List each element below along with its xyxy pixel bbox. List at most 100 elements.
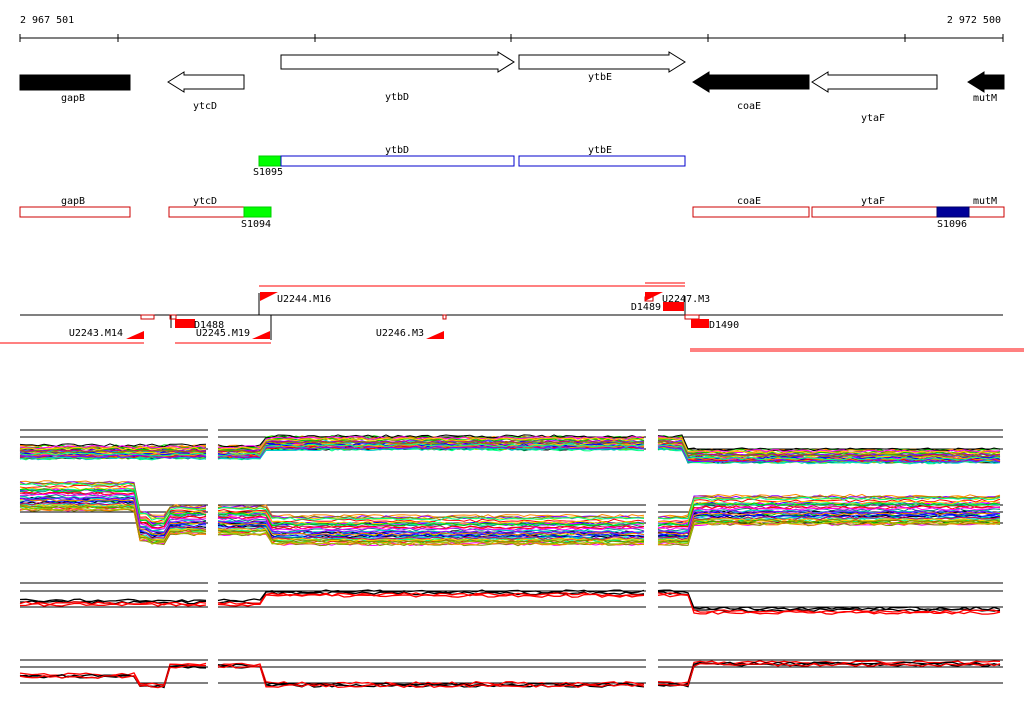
expression-trace (657, 434, 1001, 452)
downshift-marker (663, 302, 684, 311)
transcript-ytbE[interactable] (518, 155, 686, 167)
expression-trace (217, 523, 645, 538)
expression-trace (217, 434, 644, 448)
transcript-label-ytaF: ytaF (861, 196, 885, 207)
expression-trace (217, 515, 645, 530)
expression-trace (657, 506, 1001, 531)
gene-mutM[interactable]: mutM (967, 71, 1005, 104)
shift-bracket (684, 314, 700, 320)
expression-summary-forward (19, 582, 1003, 615)
expression-trace (217, 589, 645, 603)
expression-trace (217, 520, 645, 535)
transcript-gapB[interactable] (19, 206, 131, 218)
forward-transcript-track: S1095 ytbD ytbE (253, 145, 686, 178)
expression-trace (657, 496, 1001, 520)
upshift-marker (260, 292, 278, 301)
terminator-S1096[interactable] (936, 206, 970, 218)
expression-trace (19, 480, 207, 516)
gene-arrow-ytbD (280, 51, 515, 73)
transcript-ytcD[interactable] (168, 206, 245, 218)
element-label-S1094: S1094 (241, 219, 271, 230)
gene-arrow-mutM (967, 71, 1005, 93)
expression-trace (217, 437, 645, 450)
transcript-coaE[interactable] (692, 206, 810, 218)
transcript-label-coaE: coaE (737, 196, 761, 207)
expression-trace (19, 496, 207, 534)
gene-ytbD[interactable]: ytbD (280, 51, 515, 103)
expression-trace (217, 527, 645, 543)
gene-arrow-coaE (692, 71, 810, 93)
expression-summary-reverse (19, 659, 1003, 689)
gene-label-ytbD: ytbD (385, 92, 409, 103)
expression-trace (19, 491, 207, 529)
gene-ytaF[interactable]: ytaF (811, 71, 938, 124)
expression-trace (657, 440, 1001, 458)
upshift-label: U2246.M3 (376, 328, 424, 339)
expression-trace (19, 602, 207, 607)
coordinate-ruler: 2 967 501 2 972 500 (19, 15, 1004, 42)
upshift-marker (126, 331, 144, 339)
expression-panel-forward (19, 429, 1003, 465)
shift-track: U2243.M14 U2244.M16 U2245.M19 U2246.M3 U… (0, 282, 1024, 352)
expression-trace (19, 492, 207, 530)
upshift-label: U2245.M19 (196, 328, 250, 339)
element-label-S1096: S1096 (937, 219, 967, 230)
transcript-ytaF[interactable] (811, 206, 938, 218)
upshift-label: U2247.M3 (662, 294, 710, 305)
expression-trace (19, 482, 207, 521)
gene-ytbE[interactable]: ytbE (518, 51, 686, 83)
expression-panel-reverse (19, 480, 1003, 547)
expression-trace (217, 522, 645, 536)
expression-trace (217, 516, 645, 531)
expression-trace (217, 513, 645, 528)
expression-trace (657, 593, 1001, 615)
expression-trace (19, 443, 207, 448)
gene-arrow-ytaF (811, 71, 938, 93)
expression-trace (217, 529, 645, 543)
upshift-U2246[interactable]: U2246.M3 (376, 328, 444, 339)
gene-ytcD[interactable]: ytcD (167, 71, 245, 112)
expression-trace (19, 501, 207, 539)
shift-bracket (140, 314, 155, 320)
gene-coaE[interactable]: coaE (692, 71, 810, 112)
downshift-D1489[interactable]: D1489 (631, 302, 684, 313)
upshift-U2245[interactable]: U2245.M19 (196, 328, 270, 339)
expression-trace (19, 488, 207, 527)
upshift-label: U2243.M14 (69, 328, 123, 339)
downshift-marker (175, 319, 195, 328)
downshift-D1490[interactable]: D1490 (691, 319, 739, 331)
gene-label-mutM: mutM (973, 93, 997, 104)
expression-trace (19, 449, 206, 454)
expression-trace (19, 503, 207, 541)
expression-trace (19, 484, 206, 523)
promoter-S1095[interactable] (258, 155, 282, 167)
gene-arrow-ytcD (167, 71, 245, 93)
gene-arrow-gapB (19, 74, 131, 91)
gene-label-gapB: gapB (61, 93, 85, 104)
upshift-marker (645, 292, 663, 301)
expression-trace (657, 511, 1000, 536)
expression-trace (657, 500, 1000, 524)
shift-bracket (442, 314, 447, 320)
expression-trace (217, 522, 645, 537)
upshift-U2244[interactable]: U2244.M16 (260, 292, 331, 305)
transcript-mutM[interactable] (968, 206, 1005, 218)
upshift-U2243[interactable]: U2243.M14 (69, 328, 144, 339)
expression-trace (657, 510, 1001, 535)
downshift-D1488[interactable]: D1488 (175, 319, 224, 331)
upshift-U2247[interactable]: U2247.M3 (645, 292, 710, 305)
expression-trace (217, 445, 645, 459)
transcript-ytbD[interactable] (280, 155, 515, 167)
expression-trace (657, 520, 1001, 545)
downshift-label: D1489 (631, 302, 661, 313)
transcript-label-ytcD: ytcD (193, 196, 217, 207)
expression-trace (19, 454, 207, 459)
gene-label-coaE: coaE (737, 101, 761, 112)
expression-trace (657, 502, 1001, 527)
expression-trace (217, 509, 645, 523)
terminator-S1094[interactable] (243, 206, 272, 218)
gene-arrow-ytbE (518, 51, 686, 73)
gene-gapB[interactable]: gapB (19, 74, 131, 104)
downshift-marker (691, 319, 709, 328)
